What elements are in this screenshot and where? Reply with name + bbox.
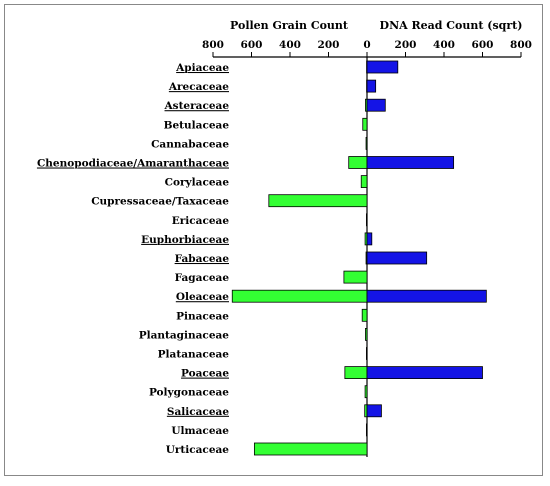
bar-dna bbox=[366, 289, 487, 303]
bar-dna bbox=[366, 79, 377, 93]
category-label: Euphorbiaceae bbox=[141, 234, 229, 246]
category-label: Betulaceae bbox=[164, 119, 230, 131]
bar-dna bbox=[366, 404, 382, 418]
category-label: Chenopodiaceae/Amaranthaceae bbox=[37, 158, 229, 170]
right-axis-title: DNA Read Count (sqrt) bbox=[380, 19, 523, 32]
tick-label-left: 200 bbox=[318, 39, 340, 51]
tick-label-left: 400 bbox=[279, 39, 301, 51]
category-label: Pinaceae bbox=[176, 310, 229, 322]
bars bbox=[231, 60, 487, 456]
tick-label-right: 800 bbox=[510, 39, 532, 51]
tick-label-left: 600 bbox=[241, 39, 263, 51]
category-label: Apiaceae bbox=[175, 62, 229, 74]
category-label: Asteraceae bbox=[164, 100, 230, 112]
category-label: Oleaceae bbox=[176, 291, 229, 303]
bar-pollen bbox=[361, 308, 368, 322]
bar-dna bbox=[366, 251, 428, 265]
bar-dna bbox=[366, 366, 483, 380]
bar-pollen bbox=[231, 289, 368, 303]
bar-pollen bbox=[348, 156, 368, 169]
category-label: Polygonaceae bbox=[149, 387, 229, 399]
bar-pollen bbox=[253, 442, 368, 456]
category-label: Plantaginaceae bbox=[139, 329, 230, 341]
tick-label-left: 800 bbox=[202, 39, 224, 51]
category-label: Urticaceae bbox=[166, 444, 230, 456]
bar-pollen bbox=[344, 366, 368, 380]
category-label: Arecaceae bbox=[168, 81, 229, 93]
tick-label-right: 0 bbox=[363, 39, 370, 51]
category-label: Fabaceae bbox=[175, 253, 230, 265]
bar-pollen bbox=[365, 136, 368, 150]
category-labels: Apiaceae Arecaceae Asteraceae Betulaceae Can… bbox=[37, 62, 229, 456]
bar-pollen bbox=[366, 213, 368, 227]
category-label: Ericaceae bbox=[172, 215, 230, 227]
category-label: Salicaceae bbox=[167, 406, 229, 418]
tick-label-right: 400 bbox=[433, 39, 455, 51]
bar-pollen bbox=[365, 327, 368, 341]
category-label: Fagaceae bbox=[175, 272, 230, 284]
bar-pollen bbox=[362, 117, 368, 131]
chart-frame bbox=[4, 4, 543, 476]
bar-dna bbox=[366, 156, 455, 169]
bar-pollen bbox=[343, 270, 368, 284]
bar-dna bbox=[366, 98, 386, 112]
bar-pollen bbox=[364, 385, 368, 399]
category-label: Platanaceae bbox=[158, 349, 230, 361]
bar-pollen bbox=[360, 175, 368, 189]
category-label: Cupressaceae/Taxaceae bbox=[91, 196, 229, 208]
tick-label-right: 200 bbox=[395, 39, 417, 51]
left-axis-title: Pollen Grain Count bbox=[230, 19, 349, 32]
bar-pollen bbox=[366, 423, 368, 437]
category-label: Cannabaceae bbox=[151, 138, 229, 150]
category-label: Poaceae bbox=[181, 368, 229, 380]
category-label: Ulmaceae bbox=[171, 425, 229, 437]
category-label: Corylaceae bbox=[165, 177, 230, 189]
tick-label-right: 600 bbox=[472, 39, 494, 51]
bar-dna bbox=[366, 60, 399, 74]
bar-pollen bbox=[366, 347, 368, 360]
bar-dna bbox=[366, 232, 373, 246]
bar-pollen bbox=[268, 194, 368, 208]
